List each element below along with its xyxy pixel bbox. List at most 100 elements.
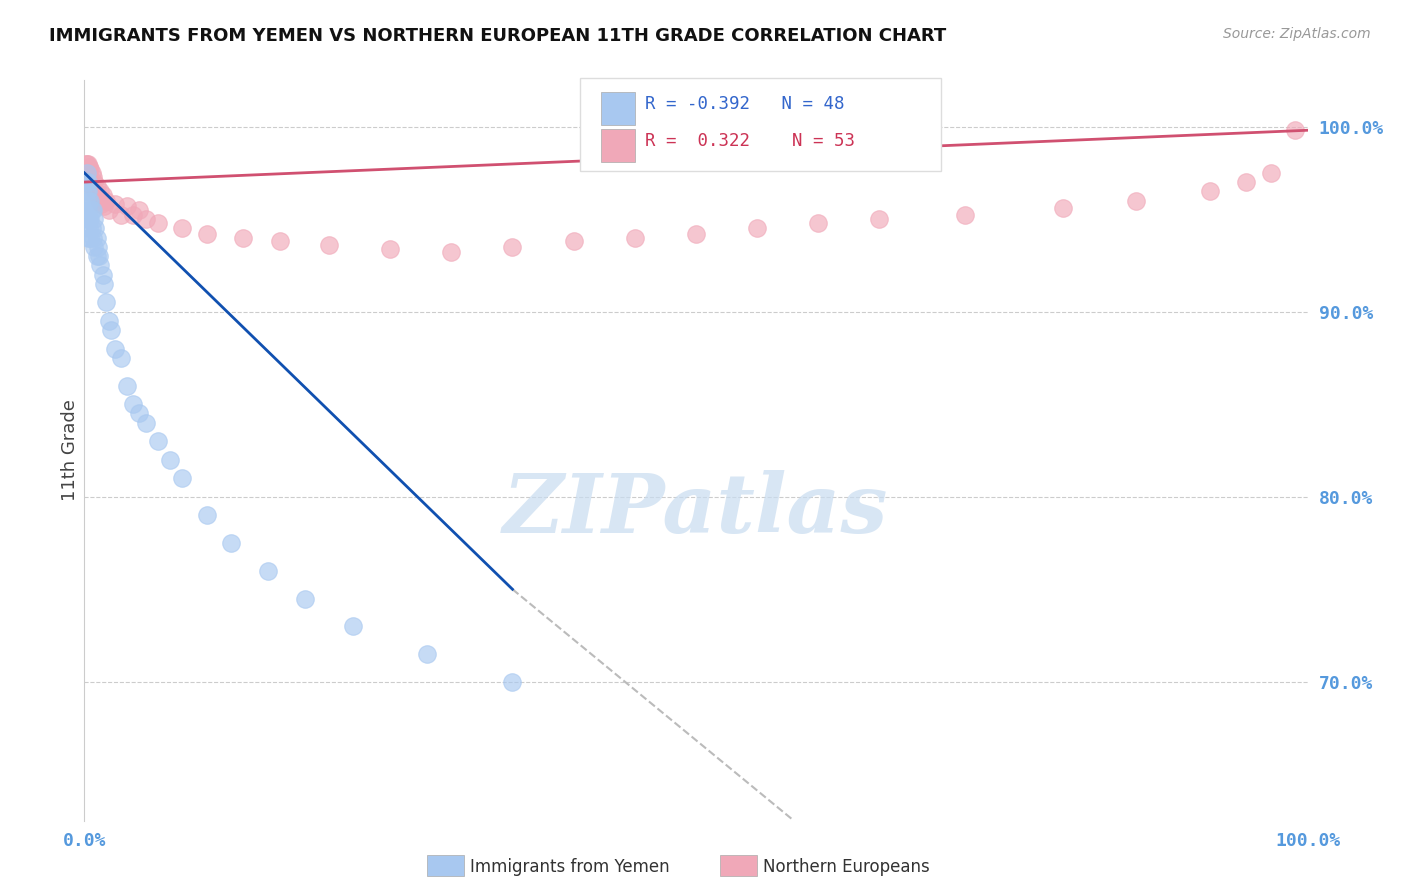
Point bbox=[93, 277, 115, 291]
Point bbox=[83, 212, 105, 227]
Point bbox=[87, 249, 110, 263]
Point bbox=[76, 166, 98, 180]
Bar bbox=[600, 92, 636, 125]
Point bbox=[1260, 166, 1282, 180]
Point bbox=[77, 171, 100, 186]
Point bbox=[87, 194, 110, 208]
Point bbox=[128, 407, 150, 421]
Point bbox=[97, 314, 120, 328]
Point bbox=[115, 378, 138, 392]
Point bbox=[79, 212, 101, 227]
Point bbox=[89, 258, 111, 272]
FancyBboxPatch shape bbox=[579, 78, 941, 170]
Point bbox=[1236, 175, 1258, 189]
Point bbox=[624, 230, 647, 244]
Text: ZIPatlas: ZIPatlas bbox=[503, 470, 889, 549]
Point bbox=[77, 194, 100, 208]
Point bbox=[747, 221, 769, 235]
Point bbox=[219, 536, 242, 550]
Point bbox=[82, 230, 104, 244]
Point bbox=[122, 397, 145, 411]
Point bbox=[342, 619, 364, 633]
Point bbox=[83, 175, 105, 189]
Point bbox=[77, 212, 100, 227]
Point bbox=[380, 242, 402, 256]
Point bbox=[97, 202, 120, 217]
Text: Source: ZipAtlas.com: Source: ZipAtlas.com bbox=[1223, 27, 1371, 41]
Bar bbox=[427, 855, 464, 876]
Point bbox=[195, 227, 218, 241]
Point bbox=[869, 212, 891, 227]
Point bbox=[75, 166, 97, 180]
Point bbox=[76, 212, 98, 227]
Point bbox=[562, 235, 585, 249]
Point bbox=[76, 156, 98, 170]
Point bbox=[195, 508, 218, 523]
Point bbox=[1125, 194, 1147, 208]
Point bbox=[146, 434, 169, 449]
Point bbox=[172, 221, 194, 235]
Point bbox=[80, 178, 103, 193]
Point bbox=[75, 194, 97, 208]
Point bbox=[93, 199, 115, 213]
Point bbox=[135, 212, 157, 227]
Point bbox=[159, 452, 181, 467]
Point bbox=[86, 249, 108, 263]
Point bbox=[440, 245, 463, 260]
Point bbox=[90, 197, 112, 211]
Point bbox=[87, 240, 110, 254]
Point bbox=[89, 185, 111, 199]
Point bbox=[77, 161, 100, 175]
Text: R =  0.322    N = 53: R = 0.322 N = 53 bbox=[644, 132, 855, 150]
Text: Northern Europeans: Northern Europeans bbox=[763, 857, 929, 876]
Point bbox=[86, 178, 108, 193]
Point bbox=[502, 674, 524, 689]
Point bbox=[75, 156, 97, 170]
Point bbox=[91, 188, 114, 202]
Point bbox=[82, 202, 104, 217]
Point bbox=[77, 230, 100, 244]
Point bbox=[110, 208, 132, 222]
Point bbox=[953, 208, 976, 222]
Point bbox=[104, 197, 127, 211]
Point bbox=[232, 230, 254, 244]
Point bbox=[84, 221, 107, 235]
Point bbox=[416, 647, 439, 661]
Point bbox=[80, 202, 103, 217]
Point bbox=[807, 216, 830, 230]
Point bbox=[502, 240, 524, 254]
Point bbox=[82, 180, 104, 194]
Point bbox=[83, 240, 105, 254]
Point bbox=[87, 188, 110, 202]
Text: R = -0.392   N = 48: R = -0.392 N = 48 bbox=[644, 95, 844, 113]
Point bbox=[77, 156, 100, 170]
Point bbox=[685, 227, 707, 241]
Point bbox=[318, 238, 340, 252]
Point bbox=[294, 591, 316, 606]
Point bbox=[79, 175, 101, 189]
Point bbox=[77, 175, 100, 189]
Point bbox=[91, 268, 114, 282]
Point bbox=[122, 208, 145, 222]
Point bbox=[86, 230, 108, 244]
Point bbox=[96, 194, 118, 208]
Point bbox=[1198, 185, 1220, 199]
Point bbox=[115, 199, 138, 213]
Point bbox=[100, 323, 122, 337]
Point bbox=[1284, 123, 1306, 137]
Bar bbox=[600, 129, 636, 161]
Point bbox=[77, 202, 100, 217]
Point bbox=[84, 185, 107, 199]
Point bbox=[257, 564, 280, 578]
Point bbox=[75, 175, 97, 189]
Y-axis label: 11th Grade: 11th Grade bbox=[62, 400, 80, 501]
Point bbox=[269, 235, 291, 249]
Point bbox=[79, 194, 101, 208]
Point bbox=[79, 162, 101, 177]
Text: IMMIGRANTS FROM YEMEN VS NORTHERN EUROPEAN 11TH GRADE CORRELATION CHART: IMMIGRANTS FROM YEMEN VS NORTHERN EUROPE… bbox=[49, 27, 946, 45]
Point bbox=[110, 351, 132, 365]
Point bbox=[82, 169, 104, 184]
Bar bbox=[720, 855, 758, 876]
Point bbox=[128, 202, 150, 217]
Point bbox=[146, 216, 169, 230]
